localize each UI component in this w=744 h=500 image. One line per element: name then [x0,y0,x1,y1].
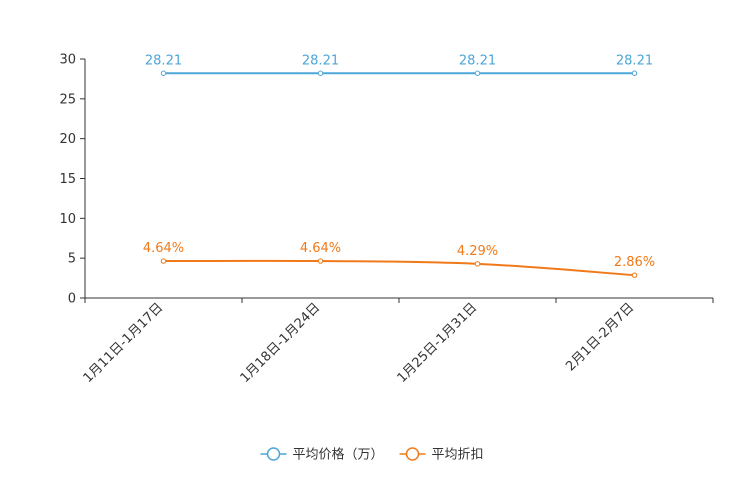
x-tick-label: 2月1日-2月7日 [563,300,637,374]
data-point [317,258,324,264]
data-label: 4.64% [300,241,341,256]
data-point [474,70,481,76]
data-point [631,70,638,76]
data-label: 2.86% [614,255,655,270]
legend-label: 平均折扣 [432,448,484,463]
legend-label: 平均价格（万） [293,447,384,463]
y-tick-label: 15 [59,172,76,187]
data-label: 4.64% [143,241,184,256]
x-tick-label: 1月25日-1月31日 [395,300,481,386]
y-tick-label: 20 [59,132,76,147]
legend-symbol-marker [266,447,281,461]
y-tick-label: 10 [59,212,76,227]
y-tick-label: 25 [59,92,76,107]
x-tick-label: 1月11日-1月17日 [81,300,167,386]
legend-symbol-marker [405,447,420,461]
series-line-2 [163,259,635,277]
y-tick-label: 5 [68,252,76,267]
data-label: 4.29% [457,244,498,259]
data-label: 28.21 [459,53,496,68]
data-label: 28.21 [616,53,653,68]
data-point [160,70,167,76]
data-point [160,258,167,264]
data-point [631,272,638,278]
data-label: 28.21 [302,53,339,68]
data-point [474,261,481,267]
y-tick-label: 0 [68,292,76,307]
data-point [317,70,324,76]
data-label: 28.21 [145,53,182,68]
y-tick-label: 30 [59,53,76,68]
x-tick-label: 1月18日-1月24日 [238,300,324,386]
